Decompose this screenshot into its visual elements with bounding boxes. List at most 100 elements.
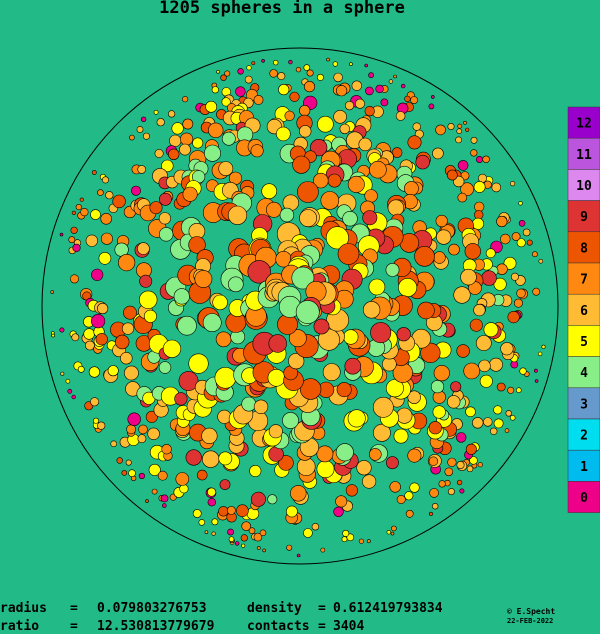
sphere <box>404 491 414 501</box>
sphere <box>201 427 218 445</box>
legend-label: 0 <box>580 491 588 506</box>
sphere <box>153 109 159 115</box>
stat-value: 3404 <box>333 619 364 634</box>
sphere <box>77 365 85 373</box>
sphere <box>116 457 123 464</box>
sphere <box>465 443 477 455</box>
sphere <box>313 172 329 189</box>
sphere <box>534 368 538 373</box>
legend-label: 8 <box>580 241 588 256</box>
sphere <box>333 110 347 124</box>
sphere <box>282 412 299 429</box>
sphere <box>240 534 248 542</box>
sphere <box>140 116 147 123</box>
sphere <box>188 353 209 374</box>
sphere <box>241 396 257 412</box>
sphere <box>516 288 526 298</box>
sphere <box>537 351 543 357</box>
legend-swatch <box>567 200 600 233</box>
sphere <box>417 301 435 320</box>
sphere <box>188 236 206 254</box>
sphere <box>326 57 330 62</box>
sphere <box>162 503 167 508</box>
sphere <box>211 518 219 526</box>
sphere <box>335 495 348 508</box>
sphere <box>192 137 204 149</box>
legend-label: 1 <box>580 460 588 475</box>
sphere <box>522 228 531 237</box>
sphere <box>299 125 312 138</box>
sphere <box>336 85 348 97</box>
sphere <box>59 232 64 237</box>
stat-value: 0.079803276753 <box>97 601 207 616</box>
sphere <box>247 260 271 284</box>
sphere <box>138 472 145 480</box>
sphere <box>249 464 262 477</box>
sphere <box>219 479 231 490</box>
sphere <box>447 123 455 131</box>
sphere <box>460 268 477 286</box>
sphere <box>179 484 189 494</box>
sphere <box>60 371 65 376</box>
sphere <box>491 182 502 193</box>
sphere <box>343 329 359 345</box>
sphere <box>288 353 305 370</box>
sphere <box>204 530 209 535</box>
sphere <box>362 474 377 489</box>
sphere <box>217 409 232 424</box>
sphere <box>466 465 474 473</box>
sphere <box>221 131 236 146</box>
sphere <box>159 227 174 242</box>
stat-separator: = <box>318 619 326 634</box>
stat-label: contacts <box>247 619 310 634</box>
sphere <box>67 388 73 394</box>
sphere <box>407 135 422 150</box>
sphere <box>460 182 474 196</box>
sphere <box>139 290 158 309</box>
sphere <box>412 122 421 131</box>
sphere <box>211 86 219 94</box>
sphere <box>436 229 452 245</box>
sphere <box>112 194 126 209</box>
sphere <box>168 148 180 161</box>
sphere <box>288 59 293 65</box>
sphere <box>79 197 84 202</box>
sphere <box>385 456 399 470</box>
sphere <box>205 100 218 113</box>
sphere <box>110 440 117 448</box>
sphere <box>341 536 348 543</box>
date: 22-FEB-2022 <box>507 617 553 625</box>
sphere <box>387 199 405 216</box>
sphere <box>227 528 234 536</box>
sphere <box>485 248 496 259</box>
stat-label: radius <box>0 601 47 616</box>
sphere <box>244 75 253 84</box>
sphere <box>138 424 148 435</box>
sphere <box>358 538 365 544</box>
sphere <box>59 327 65 333</box>
sphere <box>410 96 418 104</box>
sphere <box>207 498 217 507</box>
sphere <box>511 232 521 241</box>
sphere <box>316 73 324 81</box>
sphere <box>160 494 169 503</box>
sphere <box>297 181 319 203</box>
sphere <box>148 463 161 476</box>
sphere <box>479 374 493 388</box>
sphere <box>414 245 435 267</box>
legend-swatch <box>567 481 600 513</box>
sphere <box>123 305 137 320</box>
sphere <box>156 118 165 127</box>
sphere <box>366 539 371 544</box>
stats: radius = 0.079803276753 density = 0.612419793… <box>0 601 443 634</box>
sphere <box>256 546 261 550</box>
sphere <box>420 342 441 364</box>
sphere <box>473 304 486 317</box>
sphere <box>71 333 80 342</box>
sphere <box>446 169 458 181</box>
sphere <box>432 405 446 419</box>
sphere <box>346 533 355 542</box>
sphere <box>333 72 343 83</box>
sphere <box>518 201 523 206</box>
